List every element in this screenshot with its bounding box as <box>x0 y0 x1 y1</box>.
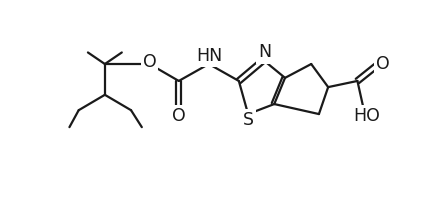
Text: N: N <box>258 43 271 62</box>
Text: HO: HO <box>353 107 380 125</box>
Text: O: O <box>172 107 185 125</box>
Text: HN: HN <box>197 47 223 65</box>
Text: O: O <box>376 55 390 73</box>
Text: S: S <box>242 111 254 129</box>
Text: O: O <box>142 53 156 71</box>
